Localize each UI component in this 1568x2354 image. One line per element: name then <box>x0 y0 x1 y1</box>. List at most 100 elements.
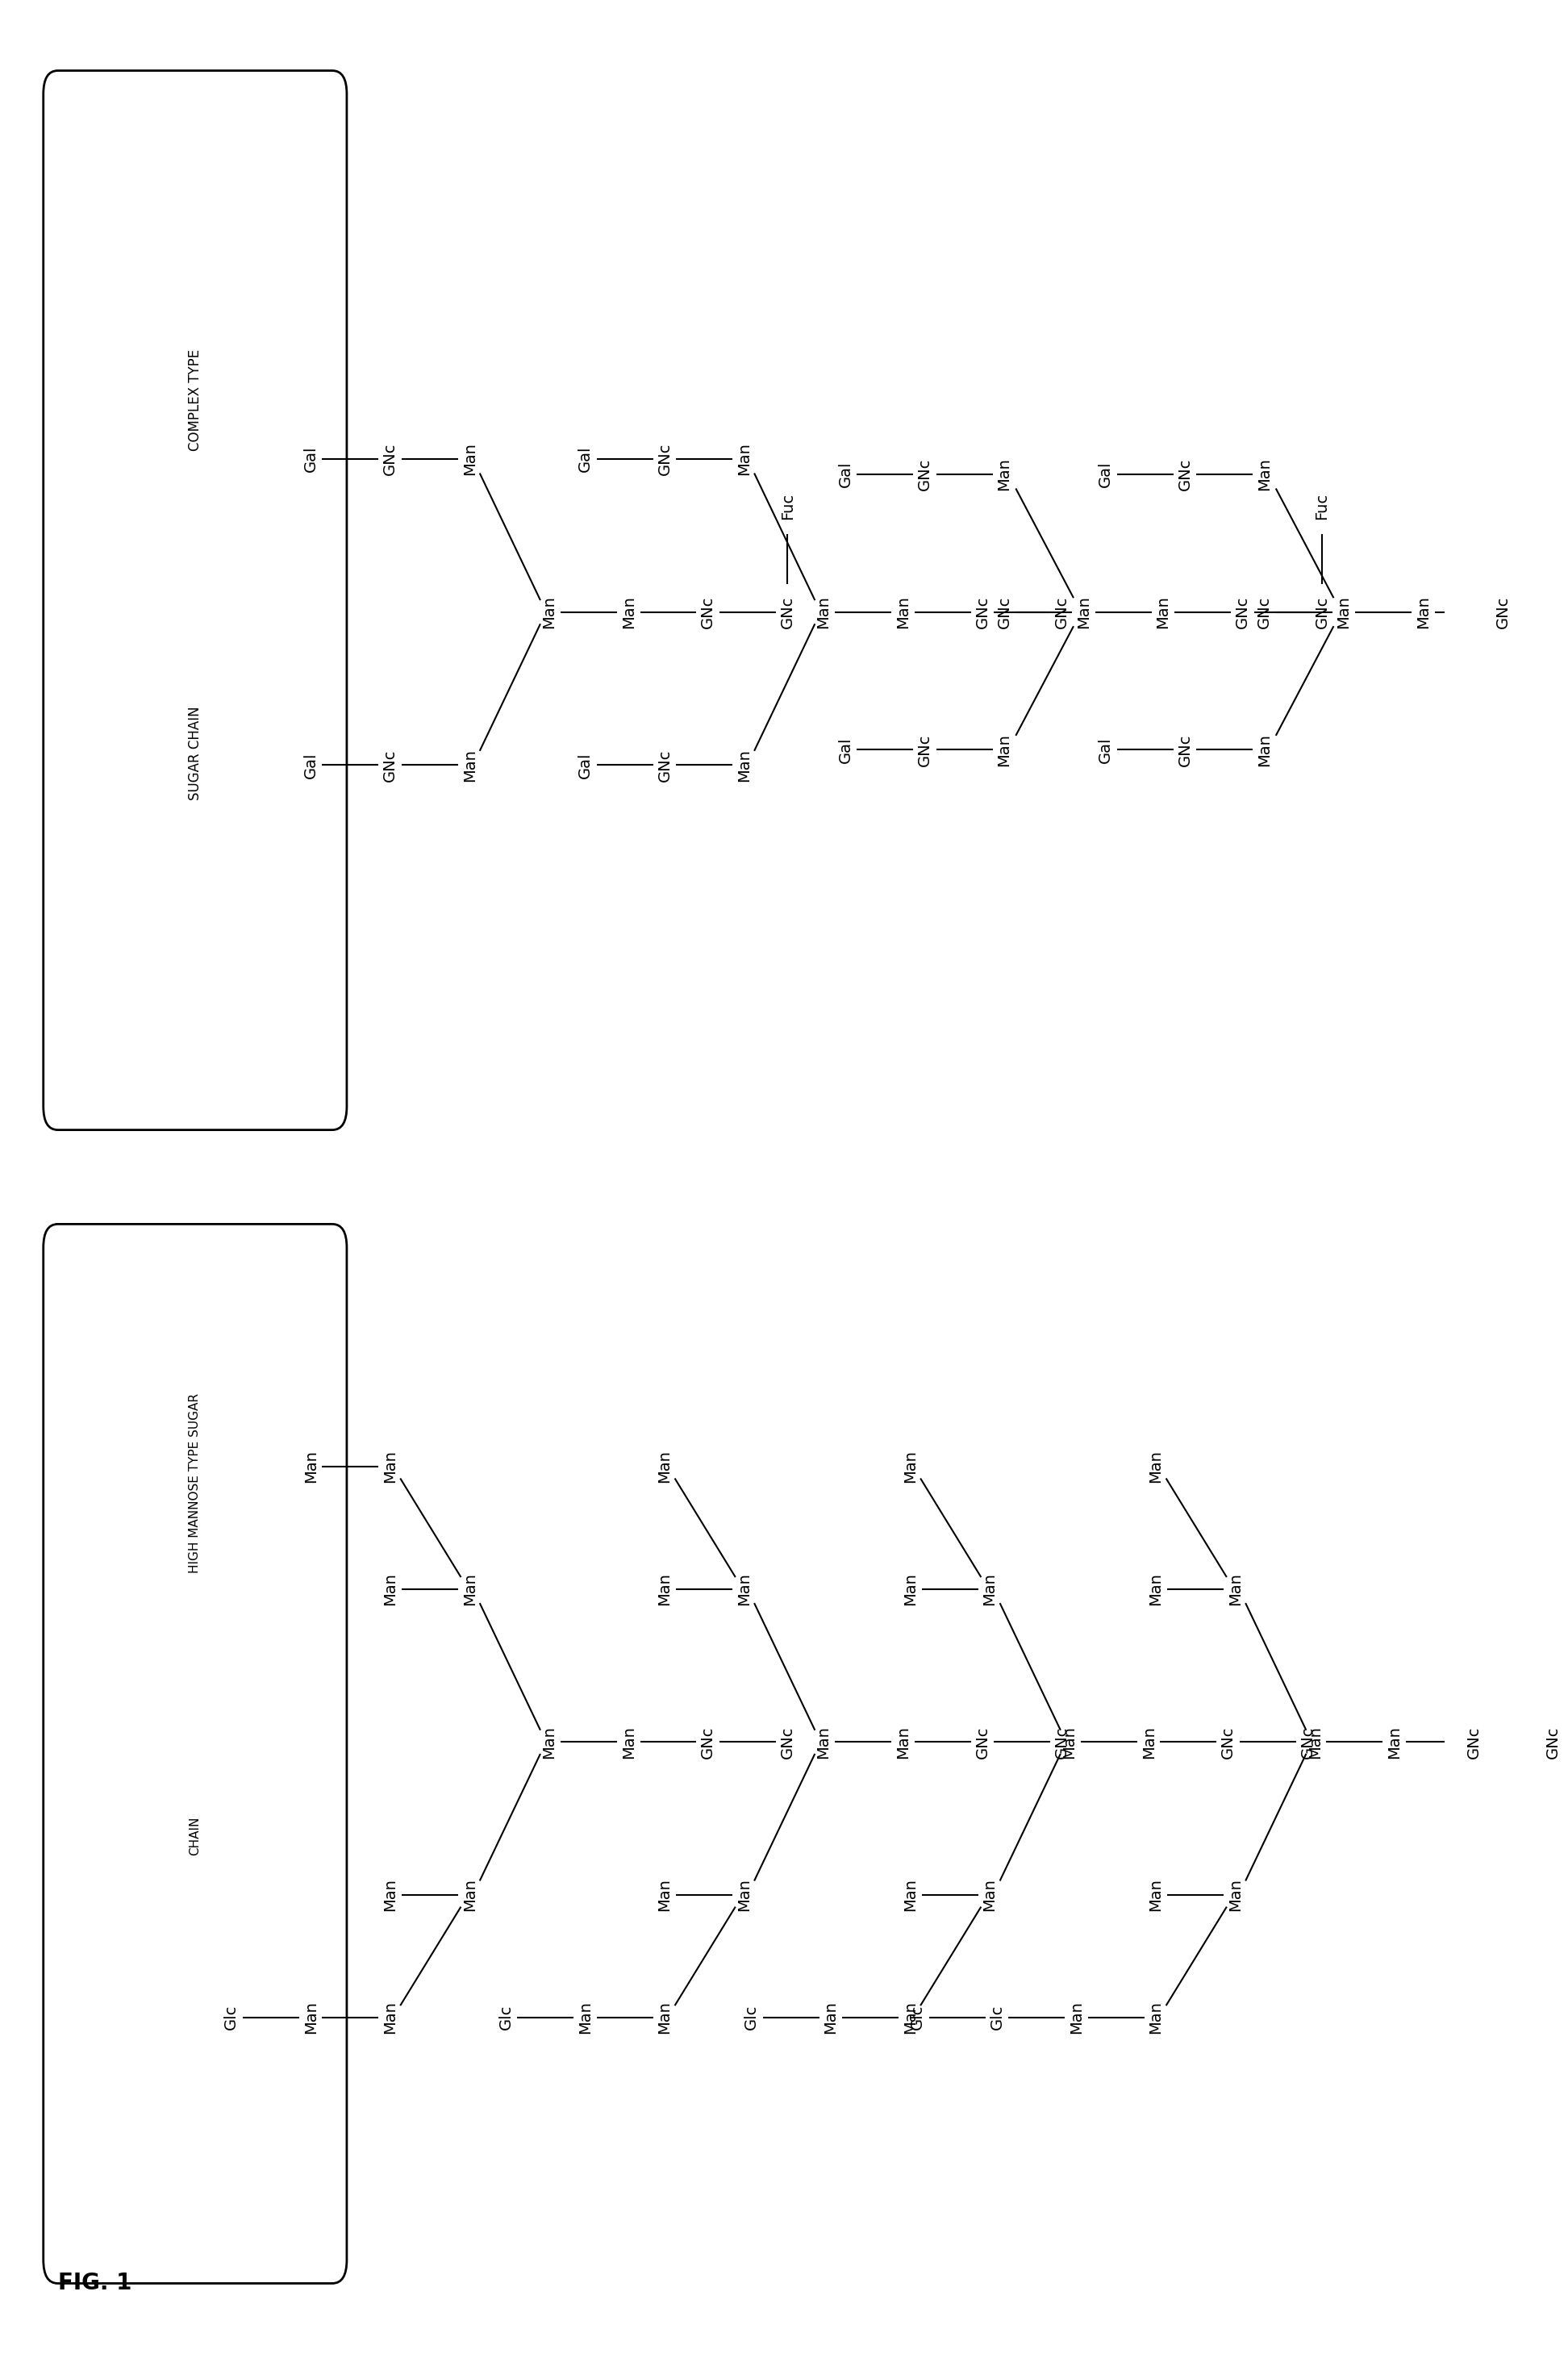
Text: Man: Man <box>303 2001 318 2034</box>
Text: Man: Man <box>621 596 637 629</box>
Text: GNc: GNc <box>701 596 715 629</box>
FancyBboxPatch shape <box>44 71 347 1130</box>
Text: Man: Man <box>1062 1725 1077 1758</box>
Text: GNc: GNc <box>1314 596 1330 629</box>
Text: GNc: GNc <box>917 459 933 490</box>
Text: Man: Man <box>541 596 557 629</box>
FancyBboxPatch shape <box>44 1224 347 2283</box>
Text: Glc: Glc <box>909 2006 925 2029</box>
Text: Gal: Gal <box>1098 737 1113 763</box>
Text: Man: Man <box>383 1878 398 1911</box>
Text: GNc: GNc <box>779 1725 795 1758</box>
Text: Fuc: Fuc <box>779 492 795 520</box>
Text: Man: Man <box>657 2001 673 2034</box>
Text: GNc: GNc <box>1300 1725 1316 1758</box>
Text: Man: Man <box>1069 2001 1083 2034</box>
Text: Man: Man <box>541 1725 557 1758</box>
Text: Man: Man <box>815 1725 831 1758</box>
Text: GNc: GNc <box>997 596 1011 629</box>
Text: Man: Man <box>1228 1878 1243 1911</box>
Text: Man: Man <box>383 1450 398 1483</box>
Text: Gal: Gal <box>837 737 853 763</box>
Text: GNc: GNc <box>975 1725 989 1758</box>
Text: GNc: GNc <box>1054 596 1069 629</box>
Text: GNc: GNc <box>1466 1725 1482 1758</box>
Text: Man: Man <box>1308 1725 1322 1758</box>
Text: Glc: Glc <box>499 2006 513 2029</box>
Text: Man: Man <box>982 1878 997 1911</box>
Text: SUGAR CHAIN: SUGAR CHAIN <box>188 706 202 800</box>
Text: Gal: Gal <box>1098 461 1113 487</box>
Text: Man: Man <box>657 1450 673 1483</box>
Text: GNc: GNc <box>1236 596 1250 629</box>
Text: Man: Man <box>577 2001 593 2034</box>
Text: GNc: GNc <box>779 596 795 629</box>
Text: GNc: GNc <box>1494 596 1510 629</box>
Text: Man: Man <box>303 1450 318 1483</box>
Text: Gal: Gal <box>837 461 853 487</box>
Text: GNc: GNc <box>1256 596 1272 629</box>
Text: Man: Man <box>982 1572 997 1605</box>
Text: Man: Man <box>621 1725 637 1758</box>
Text: Man: Man <box>1416 596 1432 629</box>
Text: GNc: GNc <box>657 749 673 782</box>
Text: Man: Man <box>1148 2001 1163 2034</box>
Text: Man: Man <box>383 1572 398 1605</box>
Text: HIGH MANNOSE TYPE SUGAR: HIGH MANNOSE TYPE SUGAR <box>190 1394 201 1572</box>
Text: Man: Man <box>1336 596 1352 629</box>
Text: FIG. 1: FIG. 1 <box>58 2272 132 2295</box>
Text: Man: Man <box>823 2001 839 2034</box>
Text: GNc: GNc <box>975 596 989 629</box>
Text: Man: Man <box>737 443 751 476</box>
Text: Gal: Gal <box>577 445 593 473</box>
Text: Man: Man <box>657 1878 673 1911</box>
Text: Man: Man <box>737 1878 751 1911</box>
Text: Man: Man <box>903 1572 917 1605</box>
Text: Glc: Glc <box>224 2006 238 2029</box>
Text: Fuc: Fuc <box>1314 492 1330 520</box>
Text: Man: Man <box>463 1878 477 1911</box>
Text: Man: Man <box>1386 1725 1402 1758</box>
Text: Man: Man <box>903 1878 917 1911</box>
Text: Man: Man <box>463 1572 477 1605</box>
Text: Man: Man <box>895 596 911 629</box>
Text: CHAIN: CHAIN <box>190 1817 201 1855</box>
Text: Man: Man <box>1256 732 1272 767</box>
Text: Man: Man <box>1228 1572 1243 1605</box>
Text: Man: Man <box>1148 1450 1163 1483</box>
Text: Man: Man <box>737 749 751 782</box>
Text: GNc: GNc <box>383 749 398 782</box>
Text: Glc: Glc <box>743 2006 759 2029</box>
Text: GNc: GNc <box>657 443 673 476</box>
Text: GNc: GNc <box>701 1725 715 1758</box>
Text: GNc: GNc <box>1054 1725 1069 1758</box>
Text: Gal: Gal <box>303 445 318 473</box>
Text: Man: Man <box>463 443 477 476</box>
Text: Man: Man <box>463 749 477 782</box>
Text: Man: Man <box>903 1450 917 1483</box>
Text: GNc: GNc <box>1546 1725 1560 1758</box>
Text: GNc: GNc <box>1178 734 1193 765</box>
Text: COMPLEX TYPE: COMPLEX TYPE <box>188 348 202 452</box>
Text: Man: Man <box>383 2001 398 2034</box>
Text: GNc: GNc <box>1178 459 1193 490</box>
Text: Gal: Gal <box>577 751 593 779</box>
Text: Man: Man <box>1142 1725 1156 1758</box>
Text: Man: Man <box>1156 596 1171 629</box>
Text: Man: Man <box>657 1572 673 1605</box>
Text: Man: Man <box>997 457 1011 492</box>
Text: Man: Man <box>1148 1572 1163 1605</box>
Text: Man: Man <box>1076 596 1091 629</box>
Text: Man: Man <box>895 1725 911 1758</box>
Text: Man: Man <box>1148 1878 1163 1911</box>
Text: Gal: Gal <box>303 751 318 779</box>
Text: GNc: GNc <box>383 443 398 476</box>
Text: Man: Man <box>903 2001 917 2034</box>
Text: Glc: Glc <box>989 2006 1005 2029</box>
Text: Man: Man <box>1256 457 1272 492</box>
Text: GNc: GNc <box>917 734 933 765</box>
Text: Man: Man <box>737 1572 751 1605</box>
Text: Man: Man <box>815 596 831 629</box>
Text: GNc: GNc <box>1220 1725 1236 1758</box>
Text: Man: Man <box>997 732 1011 767</box>
